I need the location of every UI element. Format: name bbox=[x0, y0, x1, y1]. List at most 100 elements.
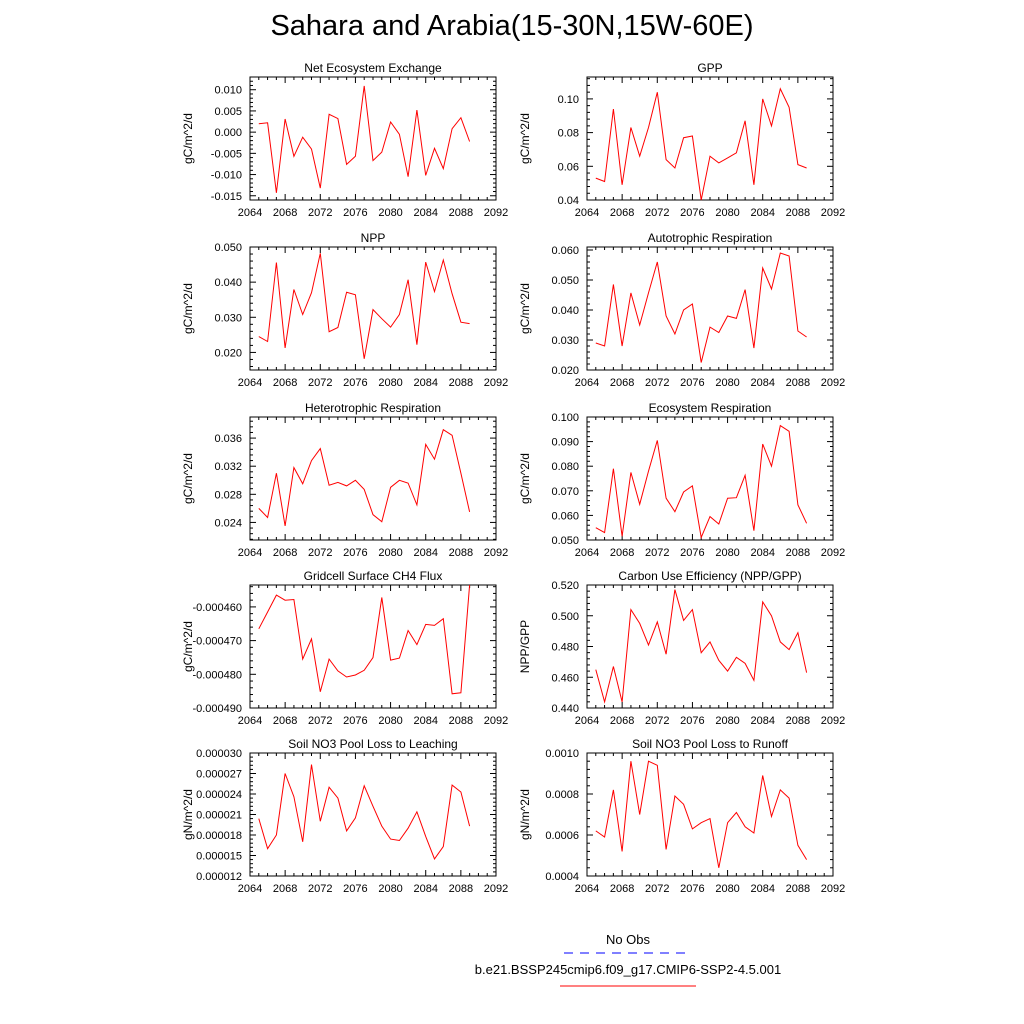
y-tick-label: 0.040 bbox=[551, 305, 579, 317]
x-tick-label: 2088 bbox=[449, 883, 473, 895]
x-tick-label: 2088 bbox=[449, 207, 473, 219]
x-tick-label: 2084 bbox=[413, 207, 437, 219]
x-tick-label: 2068 bbox=[273, 883, 297, 895]
x-tick-label: 2092 bbox=[821, 883, 845, 895]
x-tick-label: 2064 bbox=[575, 715, 599, 727]
x-tick-label: 2064 bbox=[575, 883, 599, 895]
x-tick-label: 2072 bbox=[308, 715, 332, 727]
y-tick-label: 0.000024 bbox=[196, 789, 242, 801]
x-tick-label: 2068 bbox=[273, 207, 297, 219]
x-tick-label: 2080 bbox=[715, 715, 739, 727]
legend-swatch-run bbox=[560, 985, 696, 987]
x-tick-label: 2080 bbox=[715, 883, 739, 895]
series-line bbox=[595, 424, 808, 540]
plot-frame bbox=[249, 76, 497, 201]
x-tick-label: 2092 bbox=[821, 207, 845, 219]
y-tick-label: 0.032 bbox=[214, 461, 242, 473]
x-tick-label: 2076 bbox=[343, 547, 367, 559]
x-tick-label: 2084 bbox=[750, 207, 774, 219]
y-tick-label: 0.500 bbox=[551, 611, 579, 623]
x-tick-label: 2068 bbox=[273, 715, 297, 727]
x-tick-label: 2084 bbox=[750, 883, 774, 895]
x-tick-label: 2088 bbox=[786, 377, 810, 389]
panel-title: Net Ecosystem Exchange bbox=[304, 61, 442, 75]
x-tick-label: 2076 bbox=[343, 883, 367, 895]
x-tick-label: 2092 bbox=[484, 715, 508, 727]
legend-label-run: b.e21.BSSP245cmip6.f09_g17.CMIP6-SSP2-4.… bbox=[474, 962, 782, 977]
panel-title: NPP bbox=[361, 231, 386, 245]
y-tick-label: 0.005 bbox=[214, 106, 242, 118]
x-tick-label: 2072 bbox=[645, 715, 669, 727]
panel-title: Soil NO3 Pool Loss to Leaching bbox=[288, 737, 457, 751]
series-line bbox=[258, 85, 471, 193]
x-tick-label: 2064 bbox=[575, 377, 599, 389]
x-tick-label: 2080 bbox=[378, 883, 402, 895]
series-line bbox=[258, 764, 471, 860]
legend-item-no-obs: No Obs bbox=[560, 932, 696, 962]
x-tick-label: 2088 bbox=[786, 715, 810, 727]
x-tick-label: 2072 bbox=[308, 377, 332, 389]
y-axis-label: gN/m^2/d bbox=[518, 789, 532, 840]
legend-swatch-no-obs bbox=[564, 952, 692, 954]
panel-title: Gridcell Surface CH4 Flux bbox=[304, 569, 443, 583]
y-tick-label: 0.050 bbox=[214, 242, 242, 254]
series-line bbox=[258, 428, 471, 526]
x-tick-label: 2076 bbox=[680, 377, 704, 389]
x-tick-label: 2084 bbox=[413, 547, 437, 559]
panel-title: Heterotrophic Respiration bbox=[305, 401, 441, 415]
panel-title: Ecosystem Respiration bbox=[649, 401, 772, 415]
chart-panel: Ecosystem Respiration gC/m^2/d 2064 2068 207… bbox=[518, 401, 845, 559]
x-tick-label: 2080 bbox=[378, 715, 402, 727]
series-line bbox=[595, 252, 807, 363]
y-tick-label: 0.080 bbox=[551, 461, 579, 473]
y-tick-label: -0.005 bbox=[211, 148, 242, 160]
y-tick-label: 0.020 bbox=[551, 365, 579, 377]
x-tick-label: 2076 bbox=[343, 377, 367, 389]
x-tick-label: 2080 bbox=[378, 207, 402, 219]
x-tick-label: 2068 bbox=[273, 547, 297, 559]
x-tick-label: 2080 bbox=[378, 547, 402, 559]
y-tick-label: 0.0006 bbox=[545, 830, 579, 842]
x-tick-label: 2072 bbox=[645, 207, 669, 219]
y-tick-label: 0.0008 bbox=[545, 789, 579, 801]
x-tick-label: 2084 bbox=[750, 547, 774, 559]
plot-frame bbox=[249, 416, 497, 541]
x-tick-label: 2092 bbox=[821, 377, 845, 389]
chart-panel: Soil NO3 Pool Loss to Leaching gN/m^2/d 20… bbox=[181, 737, 508, 895]
y-tick-label: 0.050 bbox=[551, 535, 579, 547]
x-tick-label: 2068 bbox=[610, 883, 634, 895]
panel-title: Soil NO3 Pool Loss to Runoff bbox=[632, 737, 789, 751]
y-tick-label: 0.070 bbox=[551, 486, 579, 498]
series-line bbox=[258, 584, 471, 695]
y-axis-label: gC/m^2/d bbox=[181, 621, 195, 672]
y-tick-label: 0.010 bbox=[214, 85, 242, 97]
x-tick-label: 2076 bbox=[680, 207, 704, 219]
x-tick-label: 2064 bbox=[238, 715, 262, 727]
x-tick-label: 2076 bbox=[343, 207, 367, 219]
x-tick-label: 2092 bbox=[484, 547, 508, 559]
chart-panel: GPP gC/m^2/d 2064 2068 2072 2076 2080 2084 2088 2… bbox=[518, 61, 845, 219]
y-tick-label: 0.090 bbox=[551, 437, 579, 449]
y-tick-label: 0.050 bbox=[551, 275, 579, 287]
y-axis-label: gC/m^2/d bbox=[181, 453, 195, 504]
y-tick-label: 0.000021 bbox=[196, 810, 242, 822]
y-axis-label: gC/m^2/d bbox=[518, 453, 532, 504]
y-tick-label: 0.06 bbox=[558, 161, 579, 173]
plot-frame bbox=[249, 584, 497, 709]
x-tick-label: 2068 bbox=[610, 715, 634, 727]
x-tick-label: 2088 bbox=[786, 207, 810, 219]
y-axis-label: NPP/GPP bbox=[518, 620, 532, 673]
x-tick-label: 2088 bbox=[449, 377, 473, 389]
series-line bbox=[258, 253, 470, 359]
x-tick-label: 2072 bbox=[308, 207, 332, 219]
x-tick-label: 2080 bbox=[715, 547, 739, 559]
y-tick-label: -0.015 bbox=[211, 191, 242, 203]
y-tick-label: 0.020 bbox=[214, 347, 242, 359]
y-tick-label: 0.040 bbox=[214, 277, 242, 289]
x-tick-label: 2084 bbox=[750, 377, 774, 389]
y-tick-label: 0.000027 bbox=[196, 769, 242, 781]
y-axis-label: gC/m^2/d bbox=[518, 283, 532, 334]
x-tick-label: 2080 bbox=[378, 377, 402, 389]
y-axis-label: gC/m^2/d bbox=[181, 113, 195, 164]
